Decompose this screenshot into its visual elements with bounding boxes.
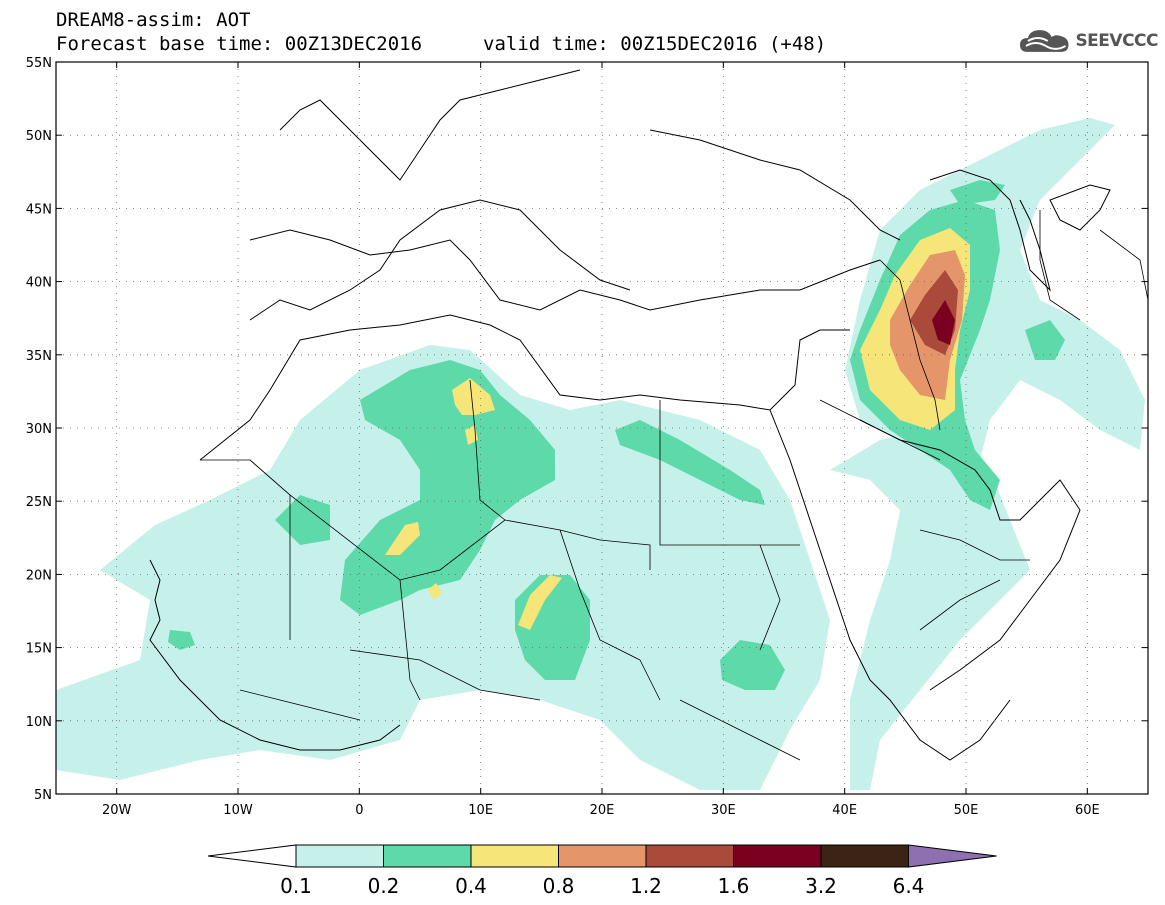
aot-contour-yellow-niger <box>385 522 420 555</box>
axis-ticks <box>56 61 1148 795</box>
colorbar-over-arrow <box>908 844 997 868</box>
longitude-label: 20E <box>590 803 615 818</box>
colorbar-label: 1.2 <box>630 874 662 898</box>
cloud-icon <box>1019 30 1069 52</box>
colorbar-segment <box>820 844 909 868</box>
country-borders <box>200 210 1148 761</box>
aot-contour-green-caspian <box>950 180 1005 205</box>
longitude-labels: 20W 10W 0 10E 20E 30E 40E 50E 60E <box>102 803 1100 818</box>
colorbar-label: 0.1 <box>280 874 312 898</box>
grid-lines <box>56 62 1148 794</box>
latitude-label: 55N <box>26 56 52 71</box>
aot-contour-darkred-iraq <box>932 300 955 345</box>
colorbar-segment <box>733 844 822 868</box>
seevccc-logo: SEEVCCC <box>1018 24 1158 58</box>
colorbar-segment <box>383 844 472 868</box>
aot-contour-light-arabia <box>830 430 1030 790</box>
latitude-label: 50N <box>26 129 52 144</box>
colorbar-label: 0.4 <box>455 874 487 898</box>
longitude-label: 40E <box>832 803 857 818</box>
aot-contour-yellow-libya <box>452 378 495 415</box>
colorbar-segment <box>470 844 559 868</box>
colorbar-segment <box>645 844 734 868</box>
aot-contour-yellow-chad <box>518 575 562 630</box>
latitude-label: 5N <box>34 788 52 803</box>
longitude-label: 20W <box>102 803 132 818</box>
aot-contour-green-senegal <box>168 630 195 650</box>
latitude-labels: 55N 50N 45N 40N 35N 30N 25N 20N 15N 10N 5N <box>26 56 52 803</box>
latitude-label: 35N <box>26 349 52 364</box>
longitude-label: 30E <box>711 803 736 818</box>
aot-contour-green-egypt <box>615 420 765 505</box>
longitude-label: 60E <box>1075 803 1100 818</box>
aot-contour-green-iran-east <box>1025 320 1065 360</box>
colorbar: 0.1 0.2 0.4 0.8 1.2 1.6 3.2 6.4 <box>207 844 997 898</box>
latitude-label: 40N <box>26 276 52 291</box>
latitude-label: 30N <box>26 422 52 437</box>
longitude-label: 0 <box>355 803 363 818</box>
colorbar-segment <box>558 844 647 868</box>
latitude-label: 15N <box>26 642 52 657</box>
aot-contour-green-sudan <box>720 640 785 690</box>
colorbar-label: 0.2 <box>368 874 400 898</box>
latitude-label: 45N <box>26 202 52 217</box>
valid-time: valid time: 00Z15DEC2016 (+48) <box>483 33 827 55</box>
coastlines <box>149 69 1111 761</box>
forecast-base-time: Forecast base time: 00Z13DEC2016 <box>56 33 423 55</box>
colorbar-label: 1.6 <box>718 874 750 898</box>
colorbar-label: 6.4 <box>893 874 925 898</box>
colorbar-label: 3.2 <box>805 874 837 898</box>
map-title: DREAM8-assim: AOT <box>56 9 251 31</box>
colorbar-under-arrow <box>207 844 297 868</box>
latitude-label: 10N <box>26 715 52 730</box>
colorbar-segment <box>295 844 384 868</box>
longitude-label: 10W <box>223 803 253 818</box>
latitude-label: 25N <box>26 495 52 510</box>
aot-field <box>56 118 1145 790</box>
aot-contour-yellow-niger-2 <box>428 583 442 600</box>
longitude-label: 50E <box>954 803 979 818</box>
colorbar-label: 0.8 <box>543 874 575 898</box>
longitude-label: 10E <box>468 803 493 818</box>
aot-contour-green-mali <box>275 495 330 545</box>
logo-text: SEEVCCC <box>1075 31 1158 51</box>
latitude-label: 20N <box>26 568 52 583</box>
